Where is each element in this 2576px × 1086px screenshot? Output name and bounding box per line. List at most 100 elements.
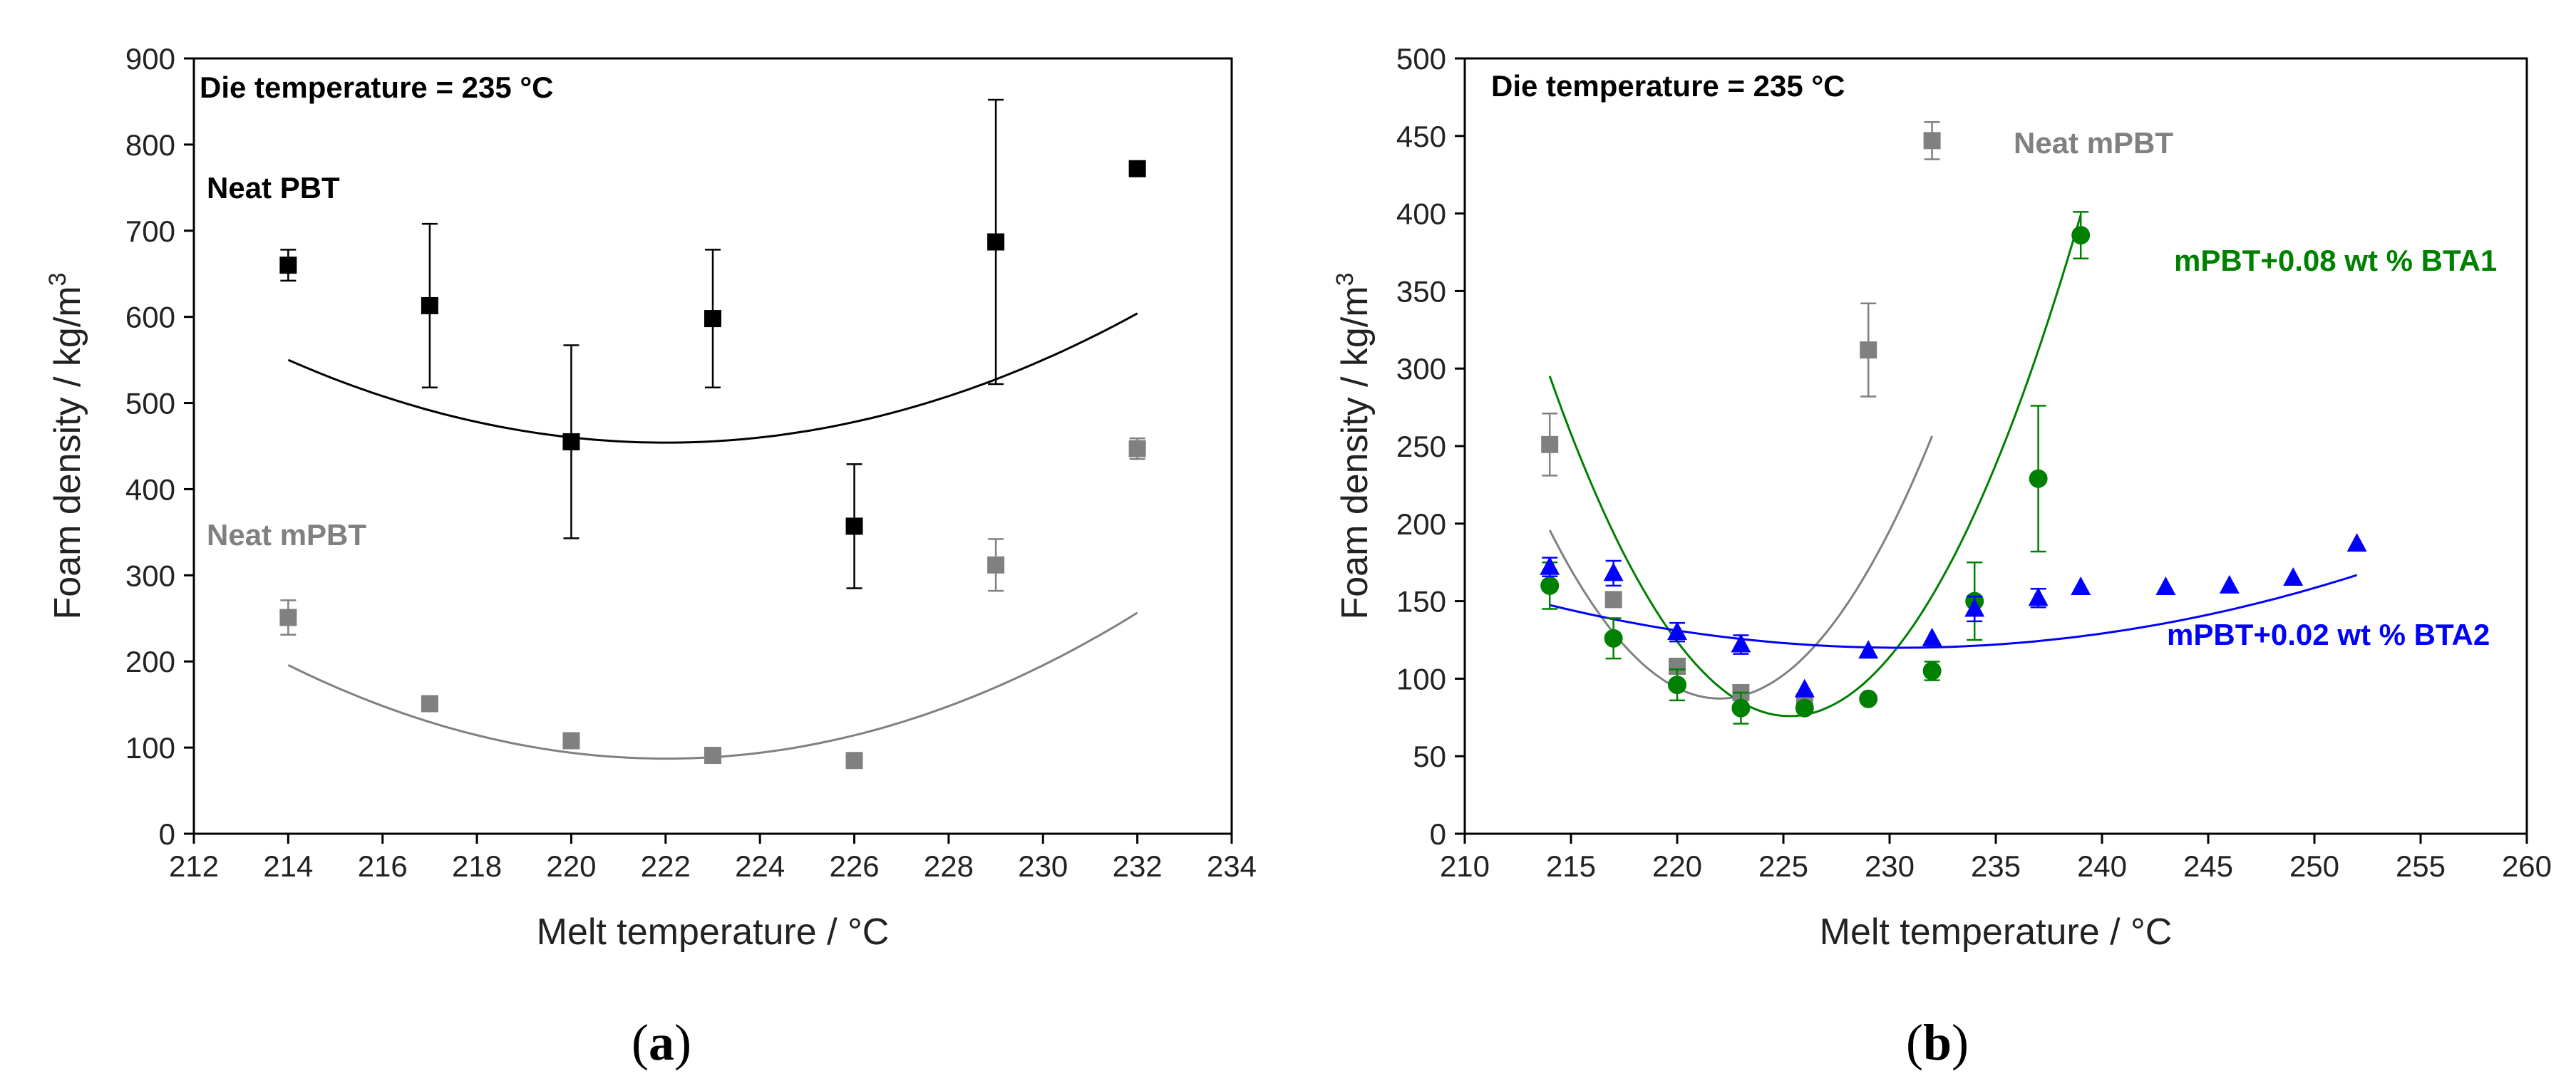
plot-frame-a: [192, 57, 1233, 835]
x-tick-label: 214: [263, 849, 313, 883]
x-tick-label: 212: [169, 849, 219, 883]
point-mpbt-0-02-wt-bta2: [2283, 567, 2304, 586]
point-mpbt-0-08-wt-bta1: [1731, 698, 1751, 718]
y-tick-label: 500: [125, 387, 175, 420]
point-mpbt-0-02-wt-bta2: [2219, 574, 2240, 594]
point-mpbt-0-08-wt-bta1: [1859, 689, 1878, 708]
y-tick-label: 300: [125, 559, 175, 592]
x-tick-label: 230: [1865, 849, 1915, 883]
point-neat-mpbt: [987, 556, 1005, 574]
y-tick-label: 200: [1396, 507, 1446, 541]
x-tick-label: 250: [2289, 849, 2339, 883]
point-mpbt-0-02-wt-bta2: [1667, 621, 1687, 641]
point-mpbt-0-02-wt-bta2: [1964, 598, 1985, 617]
point-neat-pbt: [279, 257, 297, 274]
y-tick-label: 0: [159, 817, 175, 851]
y-tick-label: 700: [125, 214, 175, 248]
point-neat-pbt: [1128, 160, 1146, 177]
x-tick-label: 255: [2396, 849, 2446, 883]
x-tick-label: 218: [452, 849, 502, 883]
point-mpbt-0-02-wt-bta2: [1603, 562, 1624, 581]
x-tick-label: 228: [924, 849, 974, 883]
x-tick-label: 240: [2077, 849, 2127, 883]
point-mpbt-0-08-wt-bta1: [2029, 469, 2048, 488]
panel-b: 210 215 220 225 230 235 240 245 250 255 260 0 50 100 1…: [1331, 42, 2552, 1071]
y-tick-label: 500: [1396, 42, 1446, 76]
x-tick-label: 234: [1207, 849, 1257, 883]
y-tick-label: 400: [125, 472, 175, 506]
fit-curve: [287, 611, 1138, 760]
label-bta2-b: mPBT+0.02 wt % BTA2: [2167, 618, 2490, 651]
point-mpbt-0-02-wt-bta2: [1922, 627, 1942, 646]
label-neat-pbt-a: Neat PBT: [207, 171, 340, 205]
x-tick-label: 216: [358, 849, 408, 883]
point-mpbt-0-02-wt-bta2: [2346, 533, 2367, 552]
x-tick-label: 224: [735, 849, 785, 883]
y-tick-label: 150: [1396, 585, 1446, 619]
y-tick-label: 400: [1396, 197, 1446, 231]
x-tick-label: 210: [1440, 849, 1490, 883]
y-axis-title-b: Foam density / kg/m3: [1331, 272, 1376, 619]
x-tick-label: 230: [1018, 849, 1068, 883]
point-neat-pbt: [704, 310, 721, 328]
plot-frame-b: [1463, 57, 2528, 835]
point-neat-mpbt: [421, 695, 438, 713]
panel-a: 212 214 216 218 220 222 224 226 228 230 232 234 0 100…: [44, 42, 1257, 1071]
point-neat-mpbt: [1604, 591, 1622, 609]
point-neat-mpbt: [1541, 435, 1559, 453]
point-neat-mpbt: [279, 609, 297, 626]
x-axis-title-b: Melt temperature / °C: [1820, 911, 2173, 953]
x-tick-label: 222: [641, 849, 691, 883]
y-tick-label: 600: [125, 301, 175, 334]
point-mpbt-0-08-wt-bta1: [1540, 576, 1560, 595]
point-neat-mpbt: [704, 746, 721, 764]
point-mpbt-0-02-wt-bta2: [1794, 678, 1815, 698]
y-tick-label: 250: [1396, 430, 1446, 463]
x-tick-label: 232: [1113, 849, 1163, 883]
point-neat-pbt: [562, 433, 580, 450]
panel-label-b: (b): [1906, 1014, 1969, 1071]
point-mpbt-0-08-wt-bta1: [1604, 629, 1623, 648]
y-tick-label: 100: [1396, 662, 1446, 695]
y-tick-label: 450: [1396, 120, 1446, 153]
fit-curve: [1549, 574, 2358, 649]
y-tick-label: 300: [1396, 352, 1446, 386]
ticks-a: 212 214 216 218 220 222 224 226 228 230 232 234 0 100…: [125, 42, 1257, 883]
y-axis-title-a: Foam density / kg/m3: [44, 272, 88, 619]
ticks-b: 210 215 220 225 230 235 240 245 250 255 260 0 50 100 1…: [1396, 42, 2552, 883]
point-neat-mpbt: [1923, 132, 1941, 150]
y-tick-label: 900: [125, 42, 175, 76]
plot-title-a: Die temperature = 235 °C: [200, 71, 554, 104]
x-tick-label: 245: [2183, 849, 2233, 883]
y-tick-label: 800: [125, 128, 175, 162]
point-neat-pbt: [421, 296, 438, 314]
x-tick-label: 225: [1758, 849, 1808, 883]
point-mpbt-0-02-wt-bta2: [2071, 576, 2091, 596]
marks-b: [1540, 120, 2367, 725]
x-tick-label: 220: [546, 849, 596, 883]
x-tick-label: 215: [1546, 849, 1596, 883]
point-mpbt-0-02-wt-bta2: [1731, 634, 1751, 653]
y-tick-label: 100: [125, 731, 175, 765]
point-neat-pbt: [845, 517, 863, 535]
point-neat-pbt: [987, 233, 1005, 251]
point-mpbt-0-02-wt-bta2: [2155, 576, 2176, 596]
y-tick-label: 0: [1430, 817, 1446, 851]
x-tick-label: 235: [1971, 849, 2021, 883]
point-mpbt-0-02-wt-bta2: [1540, 556, 1560, 575]
label-bta1-b: mPBT+0.08 wt % BTA1: [2174, 244, 2497, 277]
fit-curve: [1548, 214, 2082, 718]
x-tick-label: 220: [1652, 849, 1702, 883]
point-mpbt-0-02-wt-bta2: [2028, 587, 2049, 606]
x-axis-title-a: Melt temperature / °C: [537, 911, 890, 953]
point-mpbt-0-08-wt-bta1: [1922, 661, 1942, 681]
marks-a: [279, 98, 1146, 770]
point-neat-mpbt: [845, 752, 863, 770]
point-mpbt-0-08-wt-bta1: [1668, 676, 1686, 695]
point-neat-mpbt: [562, 732, 580, 750]
y-tick-label: 50: [1413, 740, 1446, 773]
point-neat-mpbt: [1860, 341, 1877, 359]
point-mpbt-0-02-wt-bta2: [1858, 640, 1879, 659]
x-tick-label: 260: [2502, 849, 2552, 883]
